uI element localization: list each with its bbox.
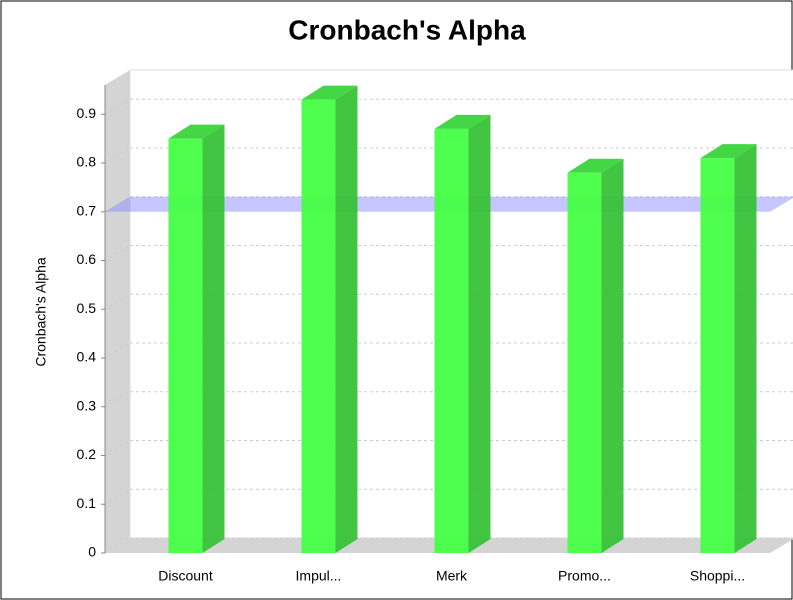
y-tick-label: 0.6 [77,251,97,267]
grid-line [104,391,131,408]
x-tick-label: Merk [436,568,468,584]
bar [168,138,203,553]
y-tick-label: 0.7 [77,202,97,218]
bar [434,128,469,553]
y-tick-label: 0.1 [77,495,97,511]
y-tick-label: 0.9 [77,105,97,121]
x-tick-label: Impul... [296,568,342,584]
x-tick-label: Shoppi... [690,568,745,584]
y-axis-label: Cronbach's Alpha [33,257,49,367]
y-tick-label: 0.8 [77,154,97,170]
grid-line [104,245,131,261]
bar-side [601,158,624,553]
grid-line [104,147,131,164]
bar-top [168,124,225,139]
y-tick-label: 0 [88,544,96,560]
bar-side [468,114,491,553]
x-tick-label: Discount [158,568,213,584]
bar-side [202,124,225,553]
grid-line [104,342,131,359]
bar [301,99,336,553]
y-tick-label: 0.4 [77,349,97,365]
grid-line [104,537,131,554]
bar-top [434,114,491,129]
x-tick-label: Promo... [558,568,611,584]
bar-side [335,85,358,553]
y-tick-label: 0.5 [77,300,97,316]
bar [567,172,602,553]
bar-top [567,158,624,173]
y-tick-label: 0.3 [77,397,97,413]
bar [700,158,735,553]
y-tick-label: 0.2 [77,446,97,462]
chart-title: Cronbach's Alpha [288,14,526,45]
bar-side [734,144,757,553]
grid-line [104,488,131,505]
grid-line [104,440,131,456]
bar-top [301,85,358,100]
left-wall [105,70,130,553]
grid-line [104,293,131,310]
bar-top [700,144,757,159]
grid-line [104,98,131,115]
